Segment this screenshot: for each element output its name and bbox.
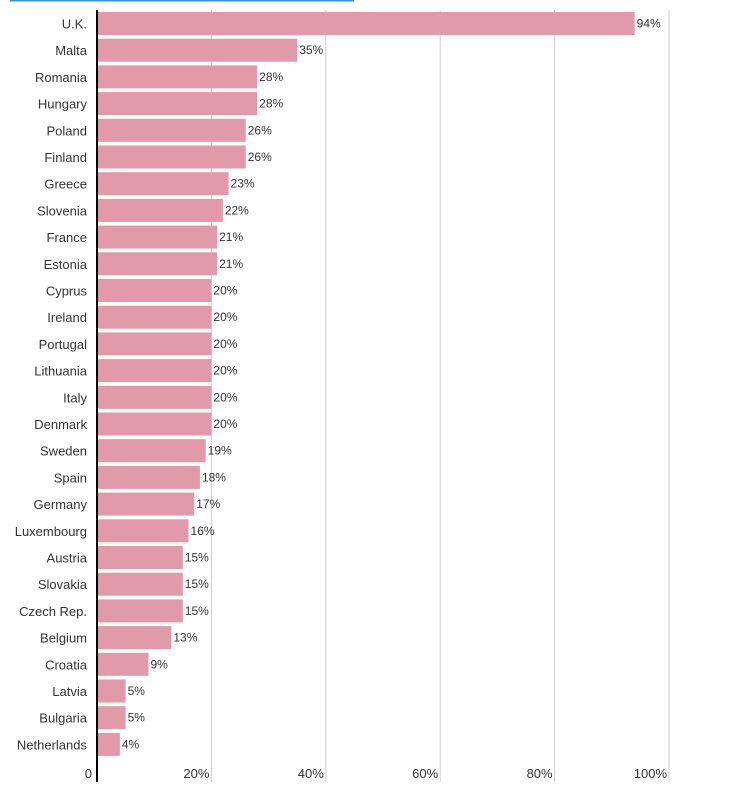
category-label: Spain xyxy=(54,470,87,485)
value-label: 5% xyxy=(128,684,146,698)
value-label: 20% xyxy=(213,337,237,351)
category-label: Italy xyxy=(63,390,87,405)
category-label: Hungary xyxy=(38,97,88,112)
value-label: 15% xyxy=(185,551,209,565)
value-label: 19% xyxy=(208,444,232,458)
value-label: 35% xyxy=(299,43,323,57)
value-label: 15% xyxy=(185,577,209,591)
category-label: Latvia xyxy=(52,684,87,699)
value-label: 15% xyxy=(185,604,209,618)
value-label: 94% xyxy=(637,17,661,31)
category-label: Lithuania xyxy=(34,364,88,379)
x-tick-label: 100% xyxy=(634,766,668,781)
category-label: Portugal xyxy=(39,337,88,352)
bar xyxy=(97,546,183,569)
value-label: 20% xyxy=(213,284,237,298)
bar xyxy=(97,279,212,302)
bar xyxy=(97,252,218,276)
value-label: 28% xyxy=(259,70,283,84)
category-label: Bulgaria xyxy=(39,711,87,726)
x-tick-labels: 0 20% 40% 60% 80% 100% xyxy=(85,766,668,781)
category-label: Luxembourg xyxy=(15,524,87,539)
category-label: U.K. xyxy=(62,17,87,32)
category-label: Czech Rep. xyxy=(19,604,87,619)
x-tick-label: 0 xyxy=(85,766,92,781)
bar xyxy=(97,439,206,463)
value-label: 20% xyxy=(213,417,237,431)
bar xyxy=(97,305,212,329)
category-label: Greece xyxy=(44,177,87,192)
bar xyxy=(97,145,246,169)
x-tick-label: 20% xyxy=(183,766,209,781)
category-label: Croatia xyxy=(45,657,88,672)
bar xyxy=(97,332,212,356)
category-label: Germany xyxy=(34,497,88,512)
bar xyxy=(97,412,212,436)
value-label: 26% xyxy=(248,123,272,137)
value-label: 28% xyxy=(259,97,283,111)
category-labels: U.K. Malta Romania Hungary Poland Finland Gree… xyxy=(15,17,88,753)
value-label: 22% xyxy=(225,203,249,217)
bar xyxy=(97,519,189,543)
category-label: Netherlands xyxy=(17,737,88,752)
bar xyxy=(97,599,183,623)
value-label: 4% xyxy=(122,737,140,751)
bar xyxy=(97,198,223,222)
category-label: France xyxy=(47,230,87,245)
category-label: Sweden xyxy=(40,444,87,459)
value-label: 13% xyxy=(173,631,197,645)
category-label: Ireland xyxy=(47,310,87,325)
bar xyxy=(97,92,258,116)
category-label: Belgium xyxy=(40,631,87,646)
category-label: Slovakia xyxy=(38,577,88,592)
bar xyxy=(97,732,120,756)
value-label: 21% xyxy=(219,257,243,271)
value-label: 20% xyxy=(213,364,237,378)
bar xyxy=(97,38,298,62)
value-label: 5% xyxy=(128,711,146,725)
category-label: Finland xyxy=(44,150,87,165)
bar xyxy=(97,572,183,596)
bar xyxy=(97,465,200,489)
value-label: 26% xyxy=(248,150,272,164)
x-tick-label: 80% xyxy=(527,766,553,781)
x-tick-label: 60% xyxy=(412,766,438,781)
value-labels: 94% 35% 28% 28% 26% 26% 23% 22% 21% 21% 20% 20% 20% 2… xyxy=(122,17,661,752)
x-tick-label: 40% xyxy=(298,766,324,781)
category-label: Austria xyxy=(47,551,88,566)
category-label: Malta xyxy=(55,43,88,58)
category-label: Romania xyxy=(35,70,88,85)
value-label: 16% xyxy=(191,524,215,538)
bar xyxy=(97,225,218,249)
value-label: 21% xyxy=(219,230,243,244)
bar xyxy=(97,652,149,676)
value-label: 17% xyxy=(196,497,220,511)
bar xyxy=(97,12,635,35)
bar xyxy=(97,359,212,383)
category-label: Poland xyxy=(47,123,87,138)
value-label: 9% xyxy=(150,657,168,671)
bars-group xyxy=(97,12,635,756)
bar xyxy=(97,492,195,516)
category-label: Estonia xyxy=(44,257,88,272)
bar xyxy=(97,65,258,89)
bar xyxy=(97,172,229,196)
category-label: Denmark xyxy=(34,417,87,432)
category-label: Slovenia xyxy=(37,203,88,218)
value-label: 20% xyxy=(213,310,237,324)
gridlines xyxy=(210,10,670,782)
bar xyxy=(97,679,126,703)
value-label: 20% xyxy=(213,390,237,404)
bar xyxy=(97,626,172,650)
value-label: 18% xyxy=(202,470,226,484)
category-label: Cyprus xyxy=(46,284,88,299)
value-label: 23% xyxy=(231,177,255,191)
bar xyxy=(97,385,212,409)
bar xyxy=(97,118,246,142)
bar xyxy=(97,706,126,730)
